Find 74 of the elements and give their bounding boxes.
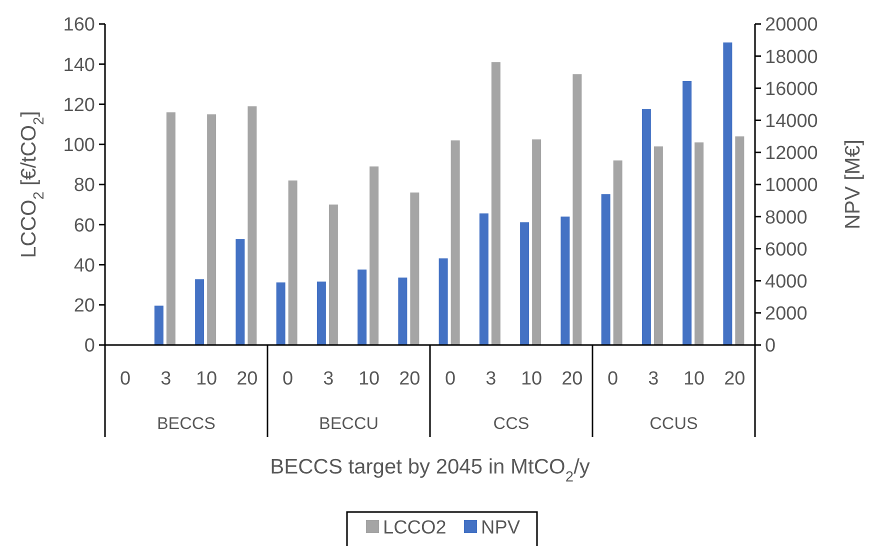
y-tick-label: 140: [63, 54, 95, 76]
y2-tick-label: 6000: [765, 239, 808, 260]
bar: [236, 239, 245, 345]
bar: [450, 140, 460, 345]
y-tick-label: 120: [63, 94, 95, 116]
bar: [438, 258, 448, 345]
bar: [316, 282, 326, 345]
bar: [276, 282, 286, 345]
x-tick-label: 3: [323, 368, 334, 390]
x-tick-label: 20: [562, 368, 583, 390]
bar: [520, 222, 530, 345]
x-tick-label: 20: [399, 368, 420, 390]
bar: [410, 192, 420, 345]
x-tick-label: 0: [445, 368, 456, 390]
x-tick-label: 10: [520, 368, 542, 390]
bar: [735, 136, 744, 345]
y2-tick-label: 14000: [765, 110, 818, 132]
x-tick-label: 10: [196, 368, 218, 390]
y2-tick-label: 16000: [765, 78, 818, 100]
bar: [682, 80, 692, 345]
x-tick-label: 20: [724, 368, 746, 390]
bar: [532, 139, 542, 345]
y-tick-label: 100: [63, 135, 95, 156]
bar: [601, 194, 610, 345]
bar: [370, 166, 379, 345]
bar: [248, 106, 257, 345]
legend-label: NPV: [481, 518, 520, 539]
legend-label: LCCO2: [383, 518, 446, 539]
bar: [654, 146, 663, 345]
x-tick-label: 3: [486, 368, 496, 390]
bar: [398, 278, 408, 345]
bar: [358, 270, 367, 345]
y2-tick-label: 0: [765, 336, 776, 357]
y2-tick-label: 12000: [765, 143, 818, 164]
text: BECCS: [156, 414, 216, 433]
bar: [560, 216, 570, 345]
bar: [491, 62, 500, 345]
y2-axis-title: NPV [M€]: [841, 140, 864, 230]
y2-tick-label: 18000: [765, 46, 818, 68]
bar: [572, 74, 582, 345]
bar: [642, 109, 651, 345]
y-tick-label: 60: [74, 215, 95, 236]
text: BECCU: [318, 414, 379, 433]
y2-tick-label: 8000: [765, 207, 808, 228]
y2-tick-label: 2000: [765, 304, 808, 325]
x-tick-label: 0: [282, 368, 294, 390]
y2-tick-label: 4000: [765, 271, 808, 292]
y2-tick-label: 20000: [765, 14, 818, 36]
text: CCUS: [650, 414, 698, 433]
x-tick-label: 20: [236, 368, 258, 390]
x-tick-label: 10: [358, 368, 380, 390]
bar: [694, 142, 704, 345]
y-tick-label: 80: [74, 175, 95, 196]
bar: [166, 112, 176, 345]
bar: [479, 213, 488, 345]
x-tick-label: 3: [160, 368, 172, 390]
x-tick-label: 0: [120, 368, 131, 390]
bar: [613, 160, 622, 345]
text: CCS: [493, 414, 530, 433]
x-axis-title: BECCS target by 2045 in MtCO$_{2}$/y: [270, 455, 590, 486]
bar: [154, 306, 164, 345]
y-tick-label: 40: [74, 255, 95, 276]
bar: [195, 279, 204, 345]
x-tick-label: 3: [648, 368, 659, 390]
y2-tick-label: 10000: [765, 175, 818, 196]
bar: [328, 204, 338, 345]
x-tick-label: 10: [683, 368, 705, 390]
bar: [723, 42, 732, 345]
y-tick-label: 20: [74, 296, 95, 317]
y-tick-label: 0: [84, 336, 95, 357]
y-tick-label: 160: [63, 14, 95, 36]
x-tick-label: 0: [608, 368, 618, 390]
bar: [207, 114, 216, 345]
bar: [288, 180, 298, 345]
